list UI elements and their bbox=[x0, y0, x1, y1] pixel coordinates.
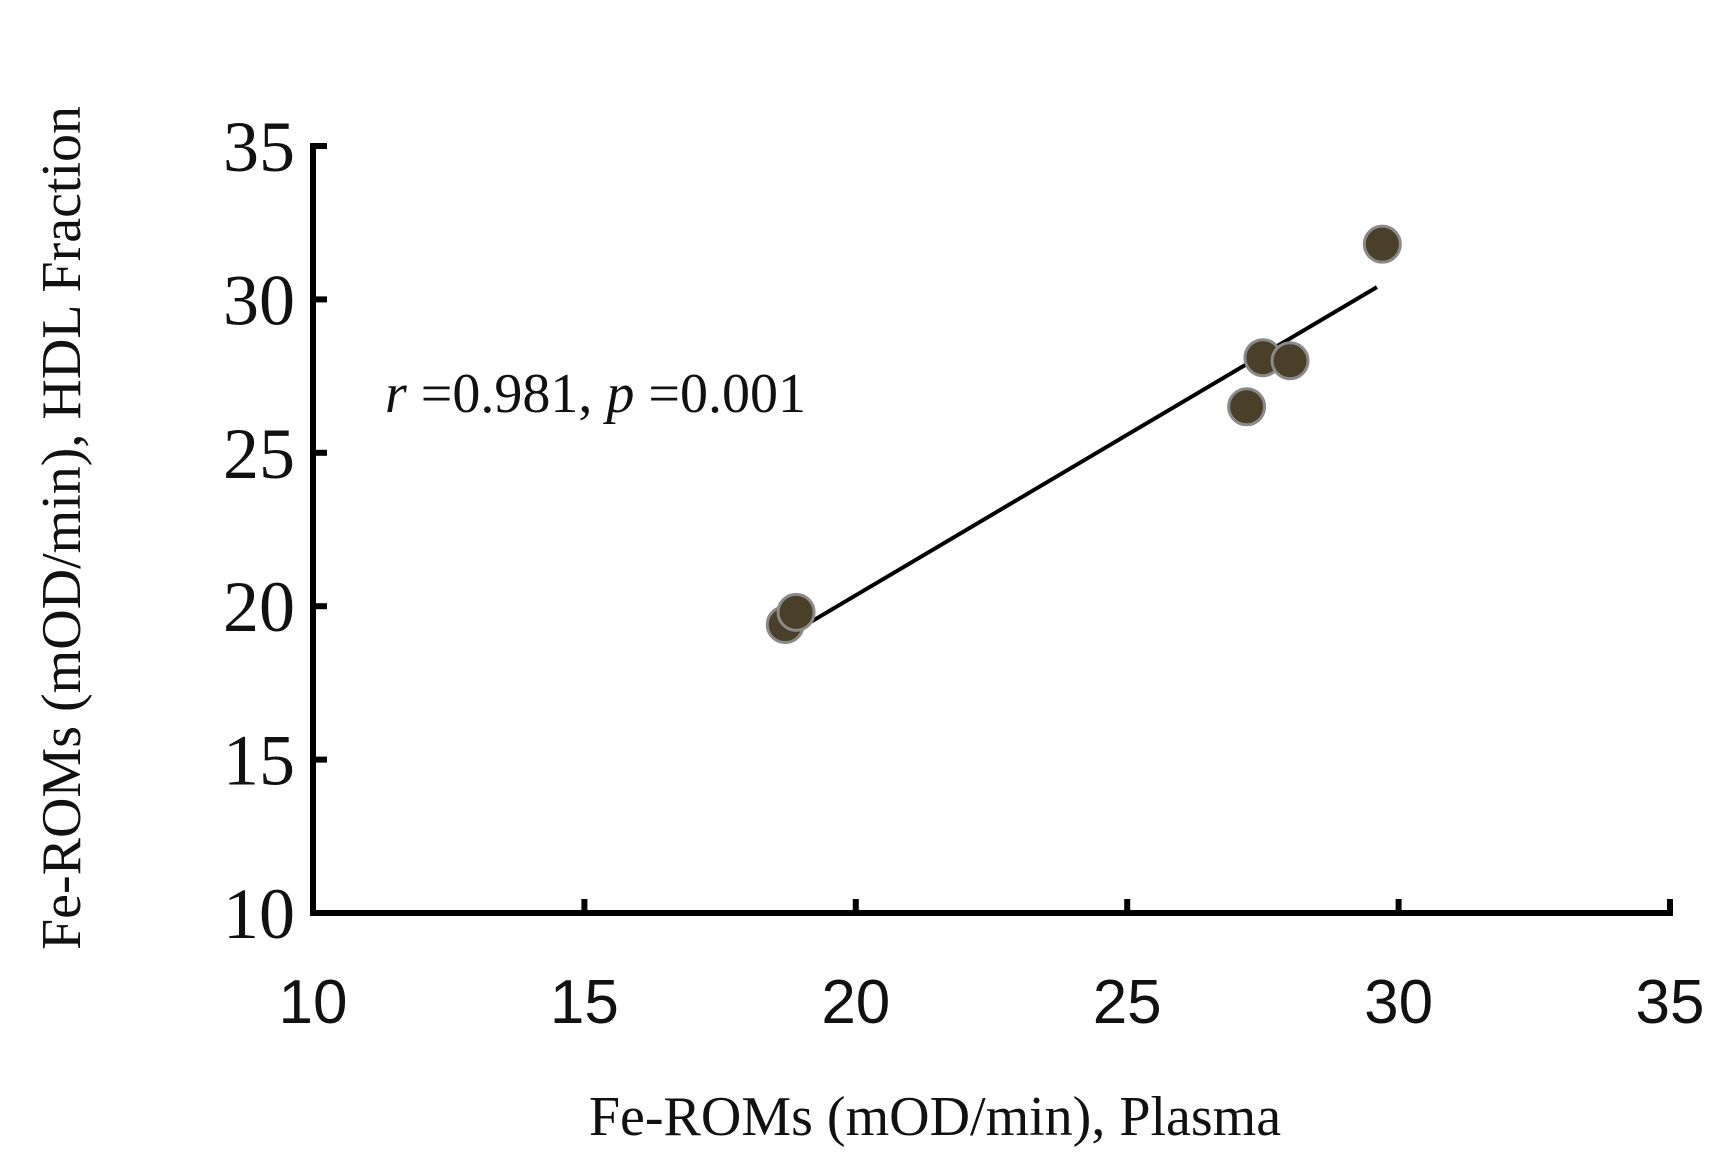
x-tick-label: 15 bbox=[550, 968, 619, 1037]
correlation-annotation: r =0.981, p =0.001 bbox=[385, 363, 806, 425]
p-value: =0.001 bbox=[634, 363, 806, 425]
x-axis-ticks: 10 15 20 25 30 35 bbox=[279, 899, 1705, 1037]
data-point bbox=[1270, 341, 1310, 381]
data-point bbox=[776, 592, 816, 632]
data-point bbox=[1227, 387, 1267, 427]
y-tick-label: 35 bbox=[223, 107, 295, 187]
y-tick-label: 15 bbox=[223, 721, 295, 801]
x-tick-label: 30 bbox=[1364, 968, 1433, 1037]
p-symbol: p bbox=[602, 363, 634, 425]
data-points bbox=[765, 224, 1402, 645]
y-tick-label: 20 bbox=[223, 567, 295, 647]
data-point bbox=[1362, 224, 1402, 264]
x-axis-title: Fe-ROMs (mOD/min), Plasma bbox=[589, 1086, 1281, 1148]
axes: 10 15 20 25 30 35 10 15 20 25 30 35 bbox=[223, 107, 1704, 1037]
x-tick-label: 20 bbox=[821, 968, 890, 1037]
y-tick-label: 30 bbox=[223, 260, 295, 340]
r-symbol: r bbox=[385, 363, 407, 425]
x-tick-label: 35 bbox=[1636, 968, 1705, 1037]
y-axis-ticks: 10 15 20 25 30 35 bbox=[223, 107, 327, 954]
x-tick-label: 25 bbox=[1093, 968, 1162, 1037]
y-tick-label: 10 bbox=[223, 874, 295, 954]
r-value: =0.981, bbox=[407, 363, 607, 425]
y-tick-label: 25 bbox=[223, 414, 295, 494]
trend-line bbox=[789, 285, 1378, 636]
y-axis-title: Fe-ROMs (mOD/min), HDL Fraction bbox=[31, 106, 93, 950]
x-tick-label: 10 bbox=[279, 968, 348, 1037]
